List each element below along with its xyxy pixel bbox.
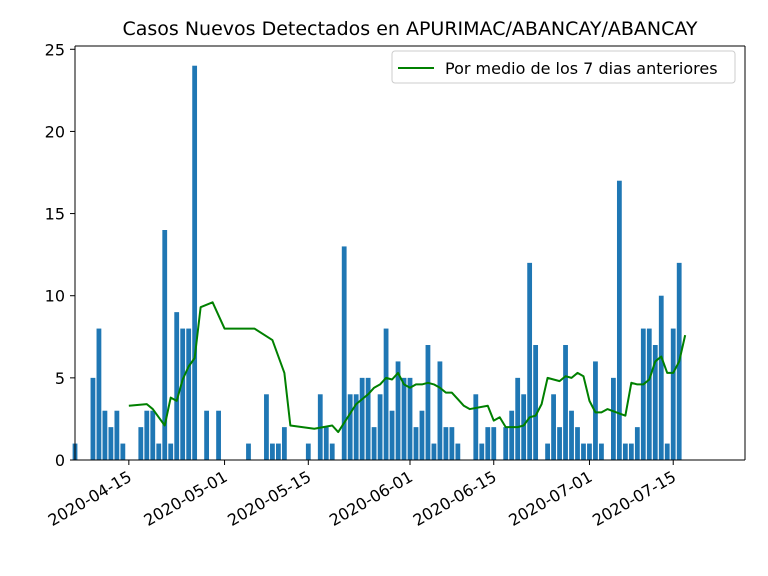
bar — [634, 427, 640, 460]
bar — [270, 443, 275, 460]
bar — [640, 328, 646, 460]
bar — [431, 443, 437, 460]
bar — [479, 443, 485, 460]
bar — [264, 394, 269, 460]
bar — [162, 230, 168, 460]
bar — [437, 361, 443, 460]
bar — [425, 345, 431, 460]
y-tick-label: 25 — [45, 40, 65, 59]
bar — [347, 394, 353, 460]
bar — [150, 410, 156, 460]
bar — [323, 427, 329, 460]
bar — [569, 410, 574, 460]
bar — [383, 328, 389, 460]
bar — [144, 410, 150, 460]
bar — [96, 328, 102, 460]
bar — [276, 443, 281, 460]
bar — [587, 443, 592, 460]
bar — [246, 443, 251, 460]
bar — [102, 410, 108, 460]
chart-title: Casos Nuevos Detectados en APURIMAC/ABAN… — [122, 18, 697, 40]
bar — [527, 262, 533, 460]
bar — [515, 377, 521, 460]
legend-box — [391, 50, 736, 84]
bar — [575, 427, 580, 460]
bar — [664, 443, 670, 460]
bar — [455, 443, 461, 460]
y-tick-label: 15 — [45, 205, 65, 224]
bar — [521, 394, 527, 460]
bar — [443, 427, 449, 460]
legend-label: Por medio de los 7 dias anteriores — [445, 59, 718, 78]
y-ticks-group: 0 5 10 15 20 25 — [45, 40, 75, 470]
bar — [485, 427, 491, 460]
bar — [192, 65, 198, 461]
y-tick-label: 5 — [55, 369, 65, 388]
bars-group — [72, 65, 682, 461]
bar — [168, 443, 174, 460]
bar — [90, 377, 96, 460]
bar — [599, 443, 604, 460]
bar — [658, 295, 664, 460]
bar — [670, 328, 676, 460]
y-tick-label: 20 — [45, 122, 65, 141]
bar — [413, 427, 419, 460]
bar — [156, 443, 162, 460]
bar — [186, 328, 192, 460]
bar — [108, 427, 114, 460]
bar — [563, 345, 568, 460]
bar — [174, 312, 180, 460]
y-tick-label: 10 — [45, 287, 65, 306]
bar — [419, 410, 425, 460]
bar — [138, 427, 144, 460]
bar — [449, 427, 455, 460]
bar — [216, 410, 221, 460]
bar — [365, 377, 371, 460]
line-group — [128, 301, 687, 434]
bar — [353, 394, 359, 460]
bar — [652, 345, 658, 460]
bar — [407, 377, 413, 460]
moving-average-line — [128, 301, 687, 434]
bar — [180, 328, 186, 460]
bar — [359, 377, 365, 460]
bar — [581, 443, 586, 460]
bar — [120, 443, 126, 460]
bar — [371, 427, 377, 460]
bar — [281, 427, 287, 460]
bar — [389, 410, 395, 460]
bar — [622, 443, 628, 460]
bar — [395, 361, 401, 460]
bar — [305, 443, 311, 460]
bar — [473, 394, 479, 460]
bar — [341, 246, 347, 460]
bar — [509, 410, 515, 460]
bar — [646, 328, 652, 460]
bar — [329, 443, 335, 460]
y-tick-label: 0 — [55, 451, 65, 470]
bar — [628, 443, 634, 460]
bar — [114, 410, 120, 460]
legend: Por medio de los 7 dias anteriores — [391, 50, 736, 84]
bar — [557, 427, 562, 460]
bar — [503, 427, 509, 460]
bar — [545, 443, 550, 460]
bar — [377, 394, 383, 460]
bar — [551, 394, 556, 460]
bar — [204, 410, 209, 460]
bar — [401, 377, 407, 460]
bar — [611, 377, 616, 460]
bar — [616, 180, 622, 460]
bar — [491, 427, 497, 460]
bar — [533, 345, 539, 460]
